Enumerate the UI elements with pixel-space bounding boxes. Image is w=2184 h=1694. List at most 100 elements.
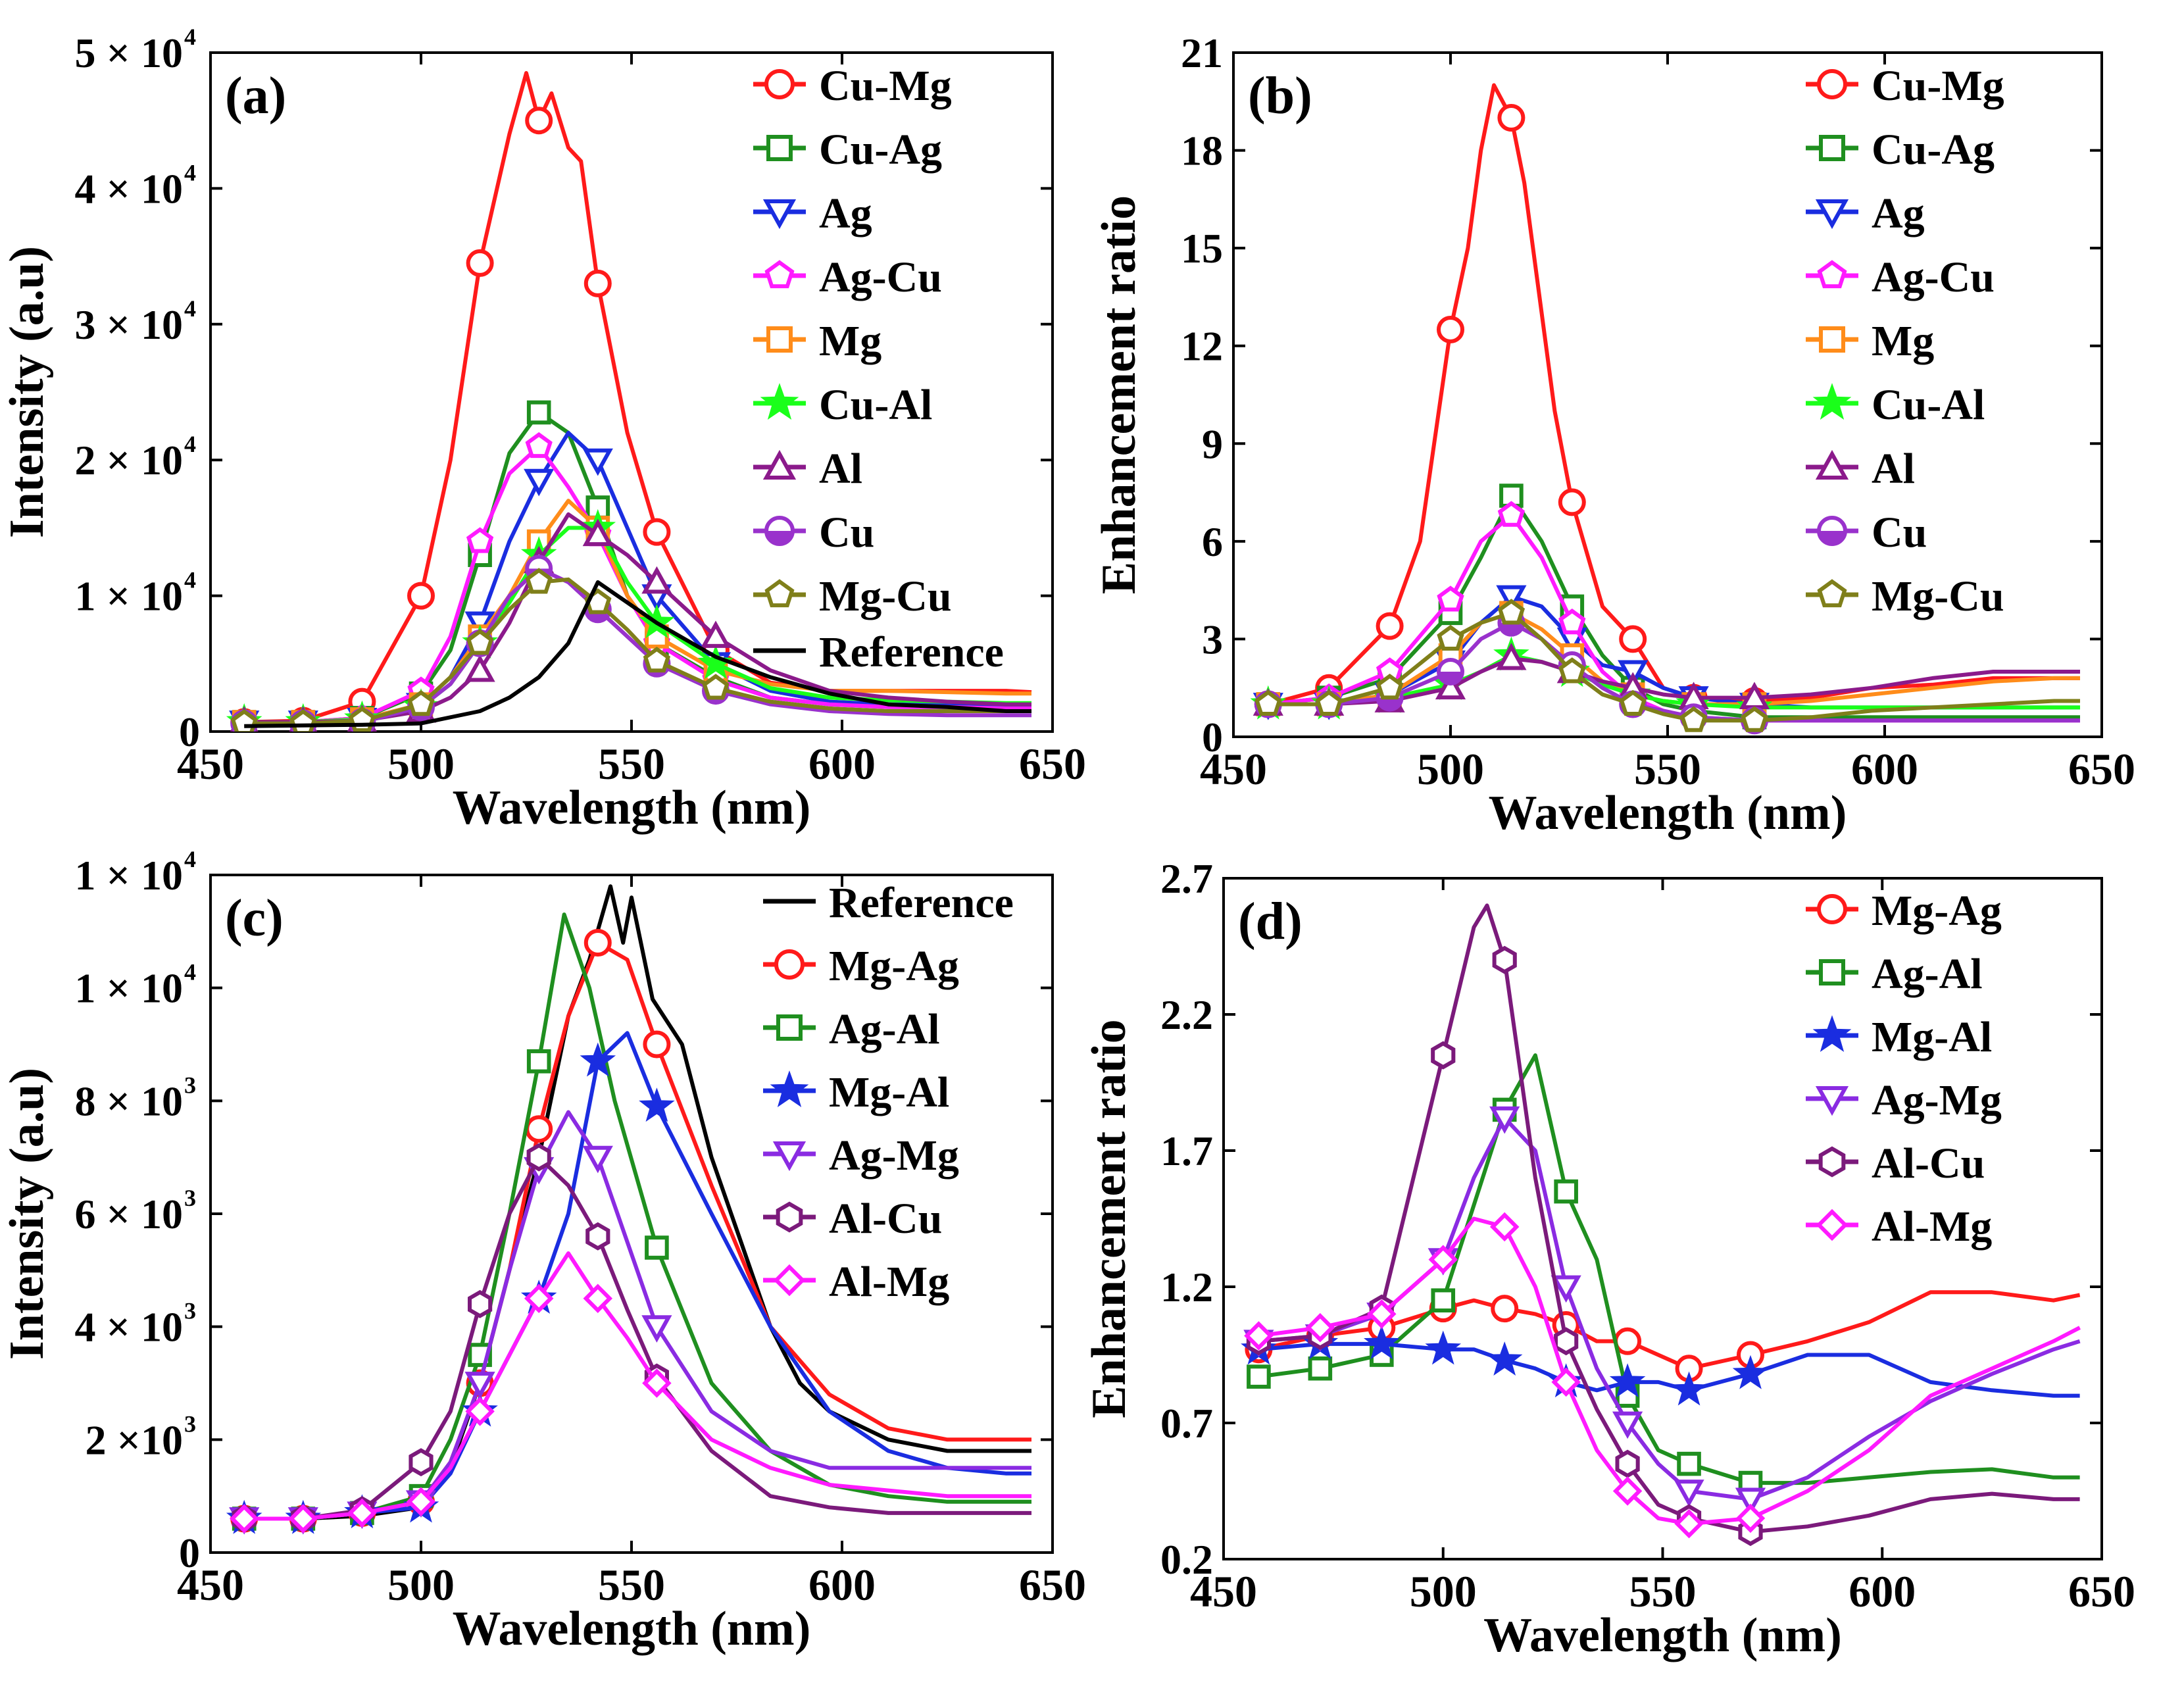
y-axis-label: Intensity (a.u) bbox=[0, 246, 54, 538]
data-point-ag-al bbox=[1431, 1288, 1456, 1313]
x-axis-label: Wavelength (nm) bbox=[1489, 786, 1847, 840]
data-point-ag-mg bbox=[1489, 1106, 1520, 1134]
y-tick-label: 18 bbox=[1181, 128, 1223, 174]
data-point-al-mg bbox=[406, 1487, 436, 1516]
data-point-mg-ag bbox=[583, 929, 612, 957]
legend-label: Mg-Cu bbox=[1872, 572, 2004, 620]
y-axis-label: Enhancement ratio bbox=[1082, 1019, 1136, 1418]
legend-item-cu: Cu bbox=[753, 509, 874, 557]
data-point-mg-cu bbox=[407, 690, 435, 716]
y-tick-exponent: 4 bbox=[184, 159, 196, 186]
data-point-mg-al bbox=[1732, 1355, 1769, 1389]
legend-marker bbox=[1815, 199, 1849, 230]
y-tick-exponent: 4 bbox=[184, 295, 196, 322]
legend-marker bbox=[1819, 135, 1845, 161]
x-axis-label: Wavelength (nm) bbox=[453, 1602, 811, 1656]
data-point-mg-cu bbox=[525, 568, 553, 594]
data-point-al-mg bbox=[583, 1283, 613, 1313]
data-point-al-mg bbox=[1551, 1367, 1581, 1397]
legend: Mg-Ag Ag-Al Mg-Al Ag-Mg Al-Cu Al-Mg bbox=[1806, 887, 2002, 1251]
legend-label: Ag bbox=[819, 189, 872, 237]
data-point-al-cu bbox=[585, 1222, 610, 1251]
data-point-cu-fill bbox=[1439, 671, 1462, 684]
data-point-al-mg bbox=[288, 1504, 318, 1533]
data-point-ag-mg bbox=[1735, 1487, 1766, 1516]
y-tick-label: 4 × 10 bbox=[75, 165, 183, 212]
legend-marker bbox=[1817, 69, 1847, 99]
data-point-al-mg bbox=[229, 1504, 259, 1533]
x-tick-label: 450 bbox=[177, 739, 244, 789]
series-line-reference bbox=[244, 580, 1031, 728]
legend-label: Cu-Mg bbox=[1872, 62, 2004, 110]
data-point-al bbox=[582, 518, 613, 547]
legend-label: Mg-Al bbox=[1872, 1013, 1992, 1061]
legend-label: Cu bbox=[1872, 509, 1927, 557]
data-point-mg-cu bbox=[466, 629, 494, 655]
legend-label: Al bbox=[1872, 445, 1915, 493]
y-tick-label: 2.7 bbox=[1160, 855, 1213, 902]
panel-label: (c) bbox=[225, 889, 284, 947]
y-tick-label: 2 ×10 bbox=[86, 1416, 183, 1463]
x-tick-label: 600 bbox=[808, 1560, 876, 1610]
data-point-cu-mg bbox=[525, 107, 553, 135]
legend-item-al-mg: Al-Mg bbox=[763, 1258, 949, 1306]
legend-item-al-cu: Al-Cu bbox=[763, 1195, 942, 1243]
data-point-ag-al bbox=[1247, 1364, 1271, 1389]
y-axis-label: Enhancement ratio bbox=[1092, 195, 1146, 594]
legend-marker bbox=[1819, 326, 1845, 353]
legend-marker bbox=[764, 579, 795, 608]
legend-label: Al-Cu bbox=[1872, 1139, 1985, 1187]
plot-area bbox=[226, 71, 1032, 732]
data-point-al-mg bbox=[1367, 1299, 1397, 1329]
legend-label: Cu-Al bbox=[1872, 381, 1985, 429]
data-point-al bbox=[1435, 672, 1466, 700]
legend-label: Ag-Mg bbox=[829, 1132, 959, 1180]
legend-item-al: Al bbox=[1806, 445, 1915, 493]
data-point-al-cu bbox=[468, 1289, 493, 1318]
legend-label: Ag-Mg bbox=[1872, 1076, 2002, 1124]
data-point-ag-cu bbox=[1437, 585, 1464, 612]
data-point-ag-mg bbox=[641, 1315, 672, 1343]
x-axis-label: Wavelength (nm) bbox=[1483, 1608, 1842, 1662]
y-tick-exponent: 4 bbox=[184, 959, 196, 985]
legend-item-cu-al: Cu-Al bbox=[1806, 381, 1985, 429]
plot-area bbox=[226, 884, 1031, 1535]
data-point-mg-ag bbox=[643, 1030, 671, 1059]
data-point-al-mg bbox=[1305, 1312, 1335, 1343]
legend-marker bbox=[770, 1070, 809, 1107]
legend-marker bbox=[764, 260, 795, 289]
y-tick-exponent: 3 bbox=[184, 1410, 196, 1437]
x-tick-label: 650 bbox=[1019, 1560, 1086, 1610]
legend-marker bbox=[760, 383, 799, 420]
y-tick-label: 9 bbox=[1202, 420, 1223, 467]
data-point-ag bbox=[582, 448, 613, 476]
panel-label: (a) bbox=[225, 67, 286, 125]
y-tick-label: 3 × 10 bbox=[75, 301, 183, 348]
legend-label: Ag-Cu bbox=[1872, 253, 1995, 301]
legend-marker bbox=[762, 449, 797, 480]
legend-marker bbox=[1815, 1086, 1849, 1116]
legend-label: Al-Cu bbox=[829, 1195, 942, 1243]
data-point-cu-mg bbox=[583, 269, 612, 297]
x-tick-label: 600 bbox=[1849, 1566, 1916, 1616]
y-tick-label: 2.2 bbox=[1160, 991, 1213, 1038]
x-tick-label: 450 bbox=[1190, 1566, 1257, 1616]
legend-item-cu-mg: Cu-Mg bbox=[1806, 62, 2004, 110]
x-tick-label: 450 bbox=[1200, 744, 1267, 794]
y-tick-exponent: 3 bbox=[184, 1185, 196, 1211]
y-tick-label: 0 bbox=[179, 1530, 200, 1576]
legend-item-ag-cu: Ag-Cu bbox=[753, 253, 942, 301]
panel-label: (d) bbox=[1238, 893, 1303, 951]
x-tick-label: 500 bbox=[1410, 1566, 1477, 1616]
data-point-mg-al bbox=[1364, 1325, 1400, 1360]
data-point-ag-al bbox=[526, 1049, 551, 1074]
legend-marker-fill bbox=[1819, 531, 1845, 544]
x-axis-label: Wavelength (nm) bbox=[453, 781, 811, 835]
x-tick-label: 650 bbox=[1019, 739, 1086, 789]
y-tick-label: 21 bbox=[1181, 30, 1223, 76]
data-point-ag-al bbox=[1554, 1179, 1578, 1204]
legend-label: Al bbox=[819, 445, 862, 493]
data-point-ag-mg bbox=[464, 1372, 495, 1399]
